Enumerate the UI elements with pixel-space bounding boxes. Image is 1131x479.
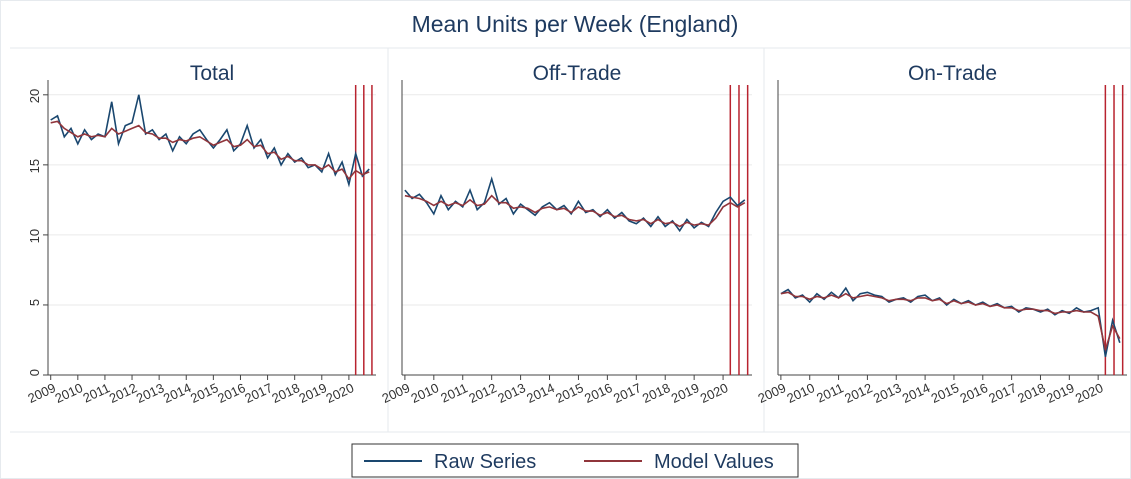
y-tick-label: 20 <box>27 89 42 103</box>
series-line <box>780 291 1121 351</box>
series-line <box>404 194 746 228</box>
series-line <box>404 176 746 233</box>
panel-title: Total <box>190 62 234 85</box>
figure-title: Mean Units per Week (England) <box>412 11 739 37</box>
legend-box <box>351 443 799 478</box>
y-tick-label: 5 <box>27 299 42 306</box>
legend-label: Raw Series <box>434 451 536 473</box>
y-tick-label: 0 <box>27 369 42 376</box>
panel-title: Off-Trade <box>533 62 622 85</box>
series-line <box>50 120 370 181</box>
y-tick-label: 15 <box>27 159 42 173</box>
panel-title: On-Trade <box>908 62 997 85</box>
legend-label: Model Values <box>654 451 774 473</box>
y-tick-label: 10 <box>27 229 42 243</box>
